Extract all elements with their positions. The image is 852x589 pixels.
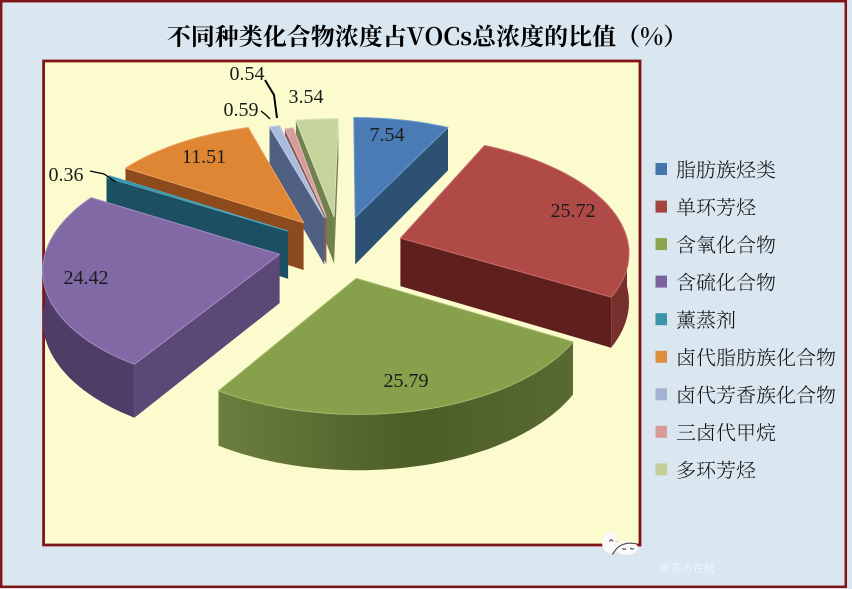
svg-text:25.79: 25.79 — [384, 370, 429, 392]
svg-text:24.42: 24.42 — [64, 267, 109, 289]
svg-text:新东方在线: 新东方在线 — [660, 561, 715, 575]
svg-text:25.72: 25.72 — [551, 200, 596, 222]
svg-text:0.36: 0.36 — [49, 164, 84, 186]
svg-text:3.54: 3.54 — [289, 86, 324, 108]
svg-text:11.51: 11.51 — [182, 146, 226, 168]
svg-text:0.59: 0.59 — [224, 99, 259, 121]
svg-text:0.54: 0.54 — [230, 63, 265, 85]
svg-text:7.54: 7.54 — [370, 124, 405, 146]
